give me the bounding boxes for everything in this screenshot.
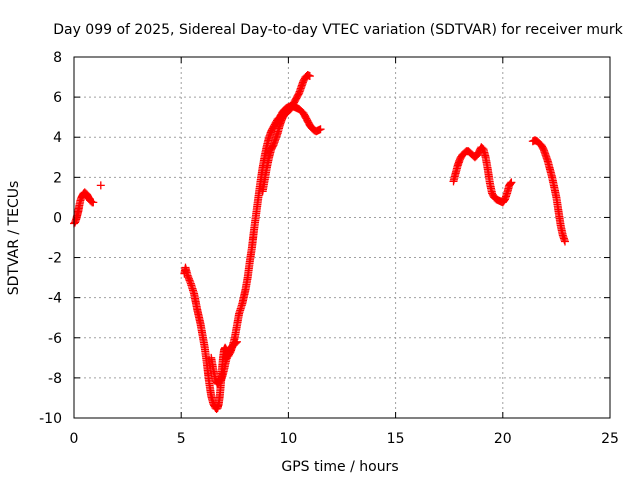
y-tick-label: 0 [53, 210, 62, 226]
axis-ticks: 0 5 10 15 20 25 -10 -8 -6 -4 -2 0 2 4 6 8 [39, 50, 619, 447]
data-point [505, 180, 514, 189]
data-points [70, 71, 569, 413]
y-tick-label: -10 [39, 411, 62, 427]
y-tick-label: -8 [48, 371, 62, 387]
data-point [499, 197, 508, 206]
x-tick-label: 25 [601, 431, 619, 447]
x-axis-label: GPS time / hours [281, 459, 398, 475]
chart-title: Day 099 of 2025, Sidereal Day-to-day VTE… [53, 22, 623, 38]
data-point [305, 72, 314, 81]
data-point [232, 337, 241, 346]
data-point [506, 179, 515, 188]
data-point [231, 338, 240, 347]
plot-frame [73, 56, 611, 419]
data-point [89, 198, 98, 207]
y-axis-label: SDTVAR / TECUs [6, 181, 22, 296]
data-point [96, 181, 105, 190]
data-point [507, 178, 516, 187]
y-tick-label: 4 [53, 130, 62, 146]
y-tick-label: -6 [48, 331, 62, 347]
y-tick-label: 2 [53, 170, 62, 186]
x-tick-label: 15 [387, 431, 405, 447]
y-tick-label: -2 [48, 251, 62, 267]
y-tick-label: 8 [53, 50, 62, 66]
data-point [316, 125, 325, 134]
data-point [560, 237, 569, 246]
grid [74, 57, 610, 418]
x-tick-label: 5 [177, 431, 186, 447]
x-tick-label: 20 [494, 431, 512, 447]
x-tick-label: 0 [70, 431, 79, 447]
x-tick-label: 10 [279, 431, 297, 447]
y-tick-label: -4 [48, 291, 62, 307]
y-tick-label: 6 [53, 90, 62, 106]
